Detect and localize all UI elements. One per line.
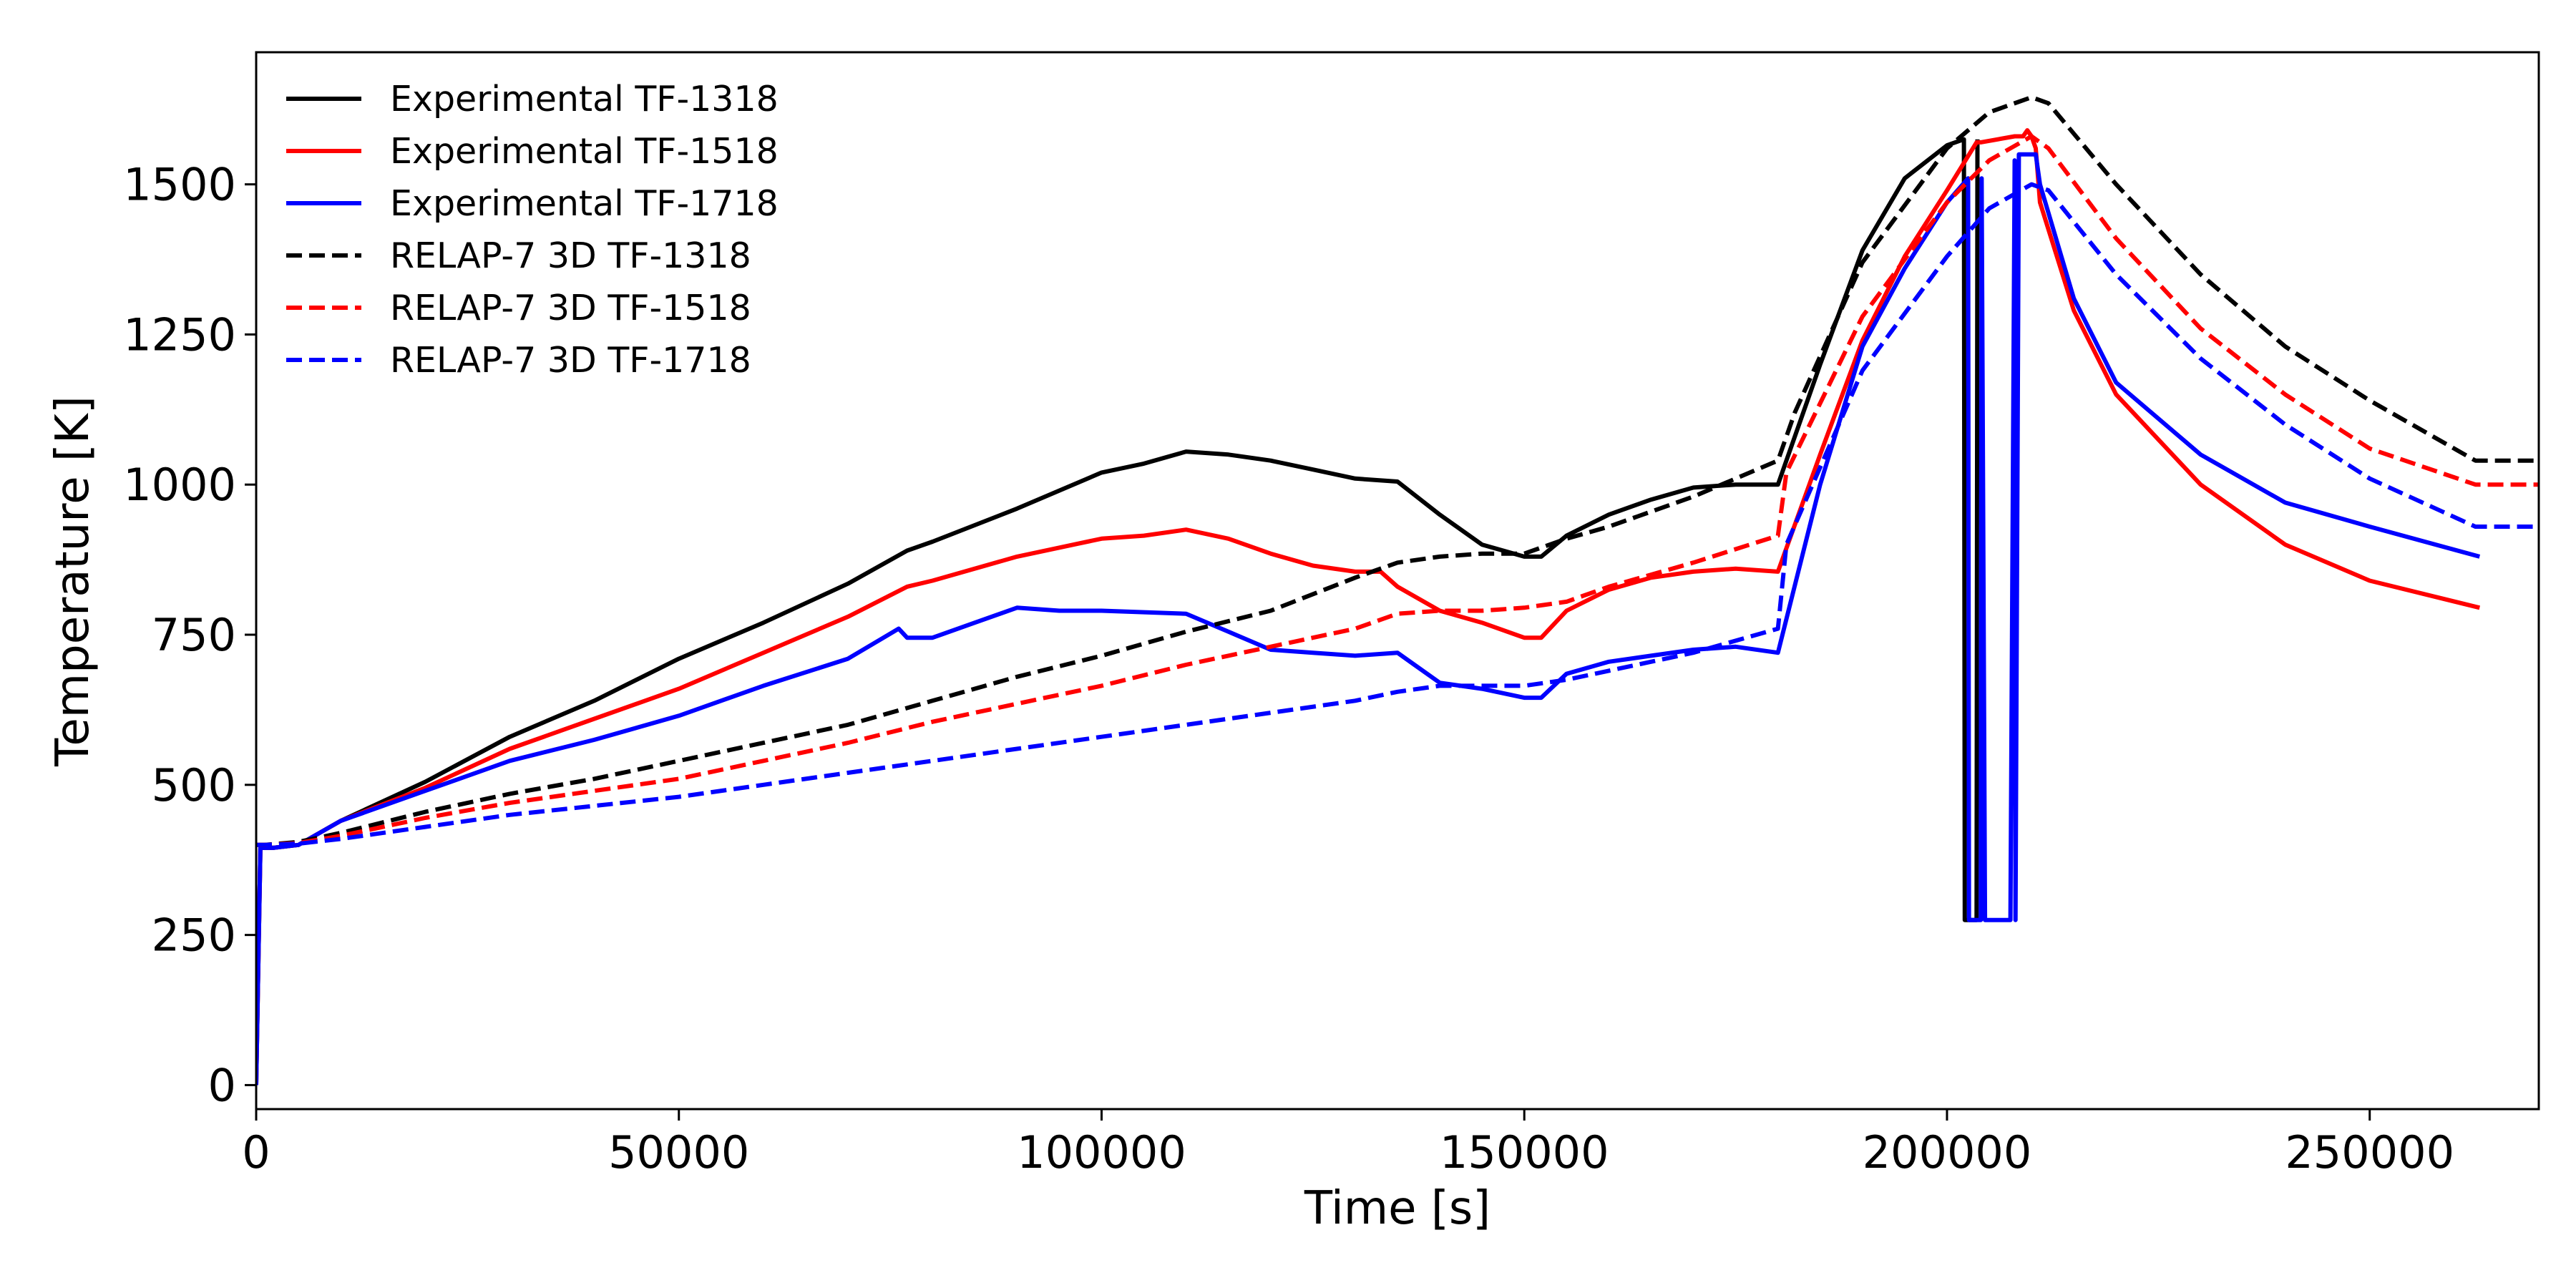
y-tick-label: 1000 <box>123 459 236 511</box>
legend-label-relap-7-3d-tf-1518: RELAP-7 3D TF-1518 <box>390 288 751 328</box>
y-tick-label: 750 <box>152 609 236 661</box>
plot-frame <box>255 51 2540 1111</box>
y-tick-label: 1250 <box>123 308 236 361</box>
legend-label-experimental-tf-1318: Experimental TF-1318 <box>390 79 779 119</box>
legend-label-relap-7-3d-tf-1318: RELAP-7 3D TF-1318 <box>390 235 751 276</box>
y-tick-label: 0 <box>208 1059 236 1111</box>
y-axis-ticks: 0 250 500 750 1000 1250 1500 <box>123 159 256 1111</box>
series-line-experimental-tf-1718 <box>256 152 2481 1085</box>
x-tick-label: 150000 <box>1440 1126 1609 1179</box>
x-axis-ticks: 0 50000 100000 150000 200000 250000 <box>242 1109 2454 1179</box>
legend-label-experimental-tf-1718: Experimental TF-1718 <box>390 183 779 224</box>
legend-label-experimental-tf-1518: Experimental TF-1518 <box>390 131 779 172</box>
x-tick-label: 200000 <box>1863 1126 2032 1179</box>
x-tick-label: 250000 <box>2285 1126 2454 1179</box>
x-tick-label: 100000 <box>1017 1126 1186 1179</box>
x-tick-label: 50000 <box>608 1126 749 1179</box>
y-tick-label: 500 <box>152 759 236 811</box>
legend-label-relap-7-3d-tf-1718: RELAP-7 3D TF-1718 <box>390 340 751 381</box>
series-line-relap-7-3d-tf-1718 <box>256 182 2539 847</box>
series-line-experimental-tf-1518 <box>256 128 2481 1085</box>
x-axis-label: Time [s] <box>1304 1182 1491 1235</box>
y-axis-label: Temperature [K] <box>47 396 99 767</box>
series-line-relap-7-3d-tf-1318 <box>256 94 2539 847</box>
series-line-relap-7-3d-tf-1518 <box>256 134 2539 847</box>
legend: Experimental TF-1318 Experimental TF-1518… <box>286 79 779 381</box>
y-tick-label: 1500 <box>123 159 236 211</box>
x-tick-label: 0 <box>242 1126 270 1179</box>
y-tick-label: 250 <box>152 909 236 962</box>
series-layer <box>256 94 2539 1085</box>
